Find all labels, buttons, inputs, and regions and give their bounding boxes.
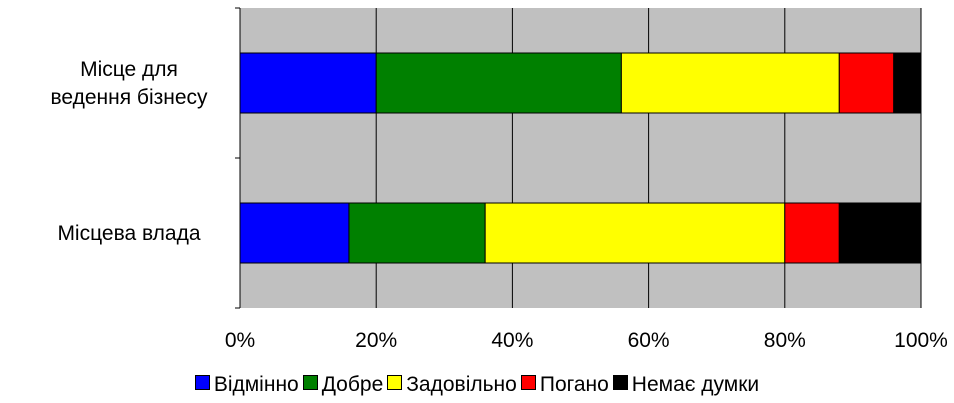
- chart-legend: Відмінно Добре Задовільно Погано Немає думки: [0, 373, 954, 397]
- bar-segment: [240, 203, 349, 263]
- x-tick-label: 0%: [225, 329, 255, 352]
- legend-item: Відмінно: [195, 373, 299, 397]
- legend-swatch: [521, 375, 536, 390]
- x-tick-label: 40%: [491, 329, 533, 352]
- legend-label: Задовільно: [406, 373, 517, 396]
- category-label: ведення бізнесу: [50, 86, 208, 109]
- legend-item: Погано: [521, 373, 609, 397]
- bar-segment: [839, 53, 893, 113]
- legend-item: Немає думки: [613, 373, 759, 397]
- bar-segment: [485, 203, 785, 263]
- x-tick-label: 100%: [894, 329, 948, 352]
- legend-label: Відмінно: [214, 373, 299, 396]
- bar-segment: [839, 203, 921, 263]
- category-label: Місцева влада: [57, 222, 200, 245]
- x-tick-label: 80%: [764, 329, 806, 352]
- legend-item: Добре: [303, 373, 384, 397]
- bar-segment: [349, 203, 485, 263]
- bar-segment: [785, 203, 839, 263]
- x-tick-label: 60%: [628, 329, 670, 352]
- bar-segment: [894, 53, 921, 113]
- legend-swatch: [195, 375, 210, 390]
- bar-segment: [240, 53, 376, 113]
- legend-swatch: [303, 375, 318, 390]
- legend-item: Задовільно: [387, 373, 517, 397]
- legend-label: Немає думки: [632, 373, 759, 396]
- legend-label: Погано: [540, 373, 609, 396]
- bar-segment: [376, 53, 621, 113]
- legend-label: Добре: [322, 373, 384, 396]
- x-tick-label: 20%: [355, 329, 397, 352]
- legend-swatch: [613, 375, 628, 390]
- legend-swatch: [387, 375, 402, 390]
- category-label: Місце для: [80, 58, 178, 81]
- bar-segment: [621, 53, 839, 113]
